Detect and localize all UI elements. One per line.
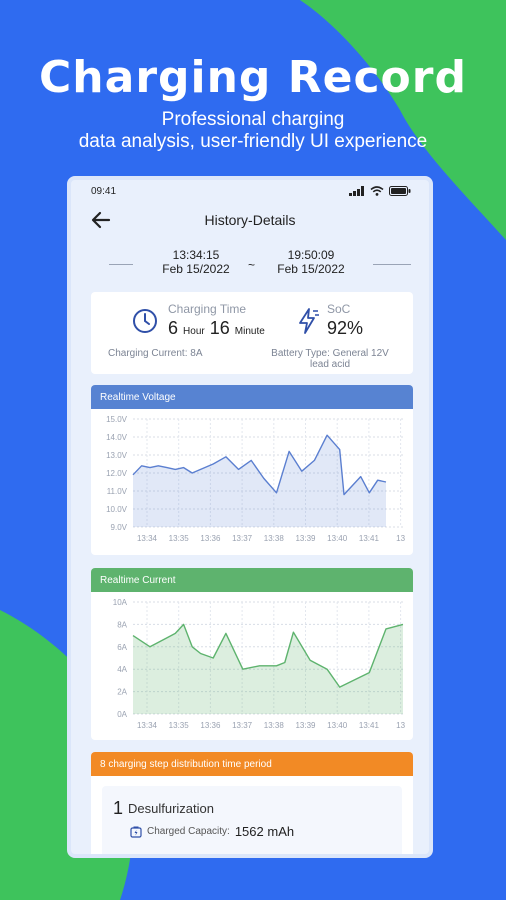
y-tick-label: 10A [113,598,128,607]
end-time-value: 19:50:09 [287,248,335,262]
series-line [132,434,387,496]
x-tick-label: 13:41 [359,721,380,730]
battery-icon [389,186,411,196]
charging-time-value: 6 Hour 16 Minute [168,318,265,339]
hours-value: 6 [168,318,179,338]
battery-type-line2: lead acid [309,359,351,370]
minutes-unit: Minute [234,326,265,337]
x-tick-label: 13:35 [169,534,190,543]
y-tick-label: 10.0V [106,505,128,514]
promo-subtitle-line1: Professional charging [161,109,345,130]
lightning-icon [299,308,319,334]
y-tick-label: 6A [117,643,127,652]
x-tick-label: 13:36 [200,721,221,730]
step-distribution-title: 8 charging step distribution time period [91,752,413,776]
charged-capacity-row: Charged Capacity: 1562 mAh [130,824,294,839]
page-title: History-Details [204,212,296,228]
hours-unit: Hour [183,326,205,337]
battery-type: Battery Type: General 12V lead acid [255,348,405,370]
charging-current: Charging Current: 8A [108,348,203,359]
y-tick-label: 14.0V [106,433,128,442]
end-date-value: Feb 15/2022 [277,262,345,276]
summary-card: Charging Time 6 Hour 16 Minute SoC 92% C… [91,292,413,374]
step-number: 1 [113,798,124,818]
time-separator: ~ [248,258,256,272]
start-time-value: 13:34:15 [172,248,220,262]
current-chart-card: Realtime Current 10A 8A 6A 4A 2A 0A 13:34 13:35… [91,568,413,740]
voltage-chart-title: Realtime Voltage [91,385,413,409]
y-tick-label: 11.0V [107,487,128,496]
x-tick-label: 13 [396,721,405,730]
status-icons [349,186,411,196]
promo-title: Charging Record [39,52,467,103]
clock-icon [133,309,157,333]
start-date-value: Feb 15/2022 [162,262,230,276]
series-line [132,623,404,688]
x-tick-label: 13:37 [232,534,253,543]
soc-label: SoC [327,302,351,316]
end-time: 19:50:09 Feb 15/2022 [266,248,356,276]
divider [373,264,411,265]
current-chart-title: Realtime Current [91,568,413,592]
x-tick-label: 13:40 [327,721,348,730]
divider [109,264,133,265]
x-tick-label: 13:38 [264,721,285,730]
series-area [133,435,386,527]
y-tick-label: 12.0V [106,469,128,478]
status-time: 09:41 [91,185,117,197]
charging-time-label: Charging Time [168,302,247,316]
y-tick-label: 0A [117,710,127,719]
current-chart: 10A 8A 6A 4A 2A 0A 13:34 13:35 13:36 13:37 13:38 13… [113,598,406,730]
series-area [133,624,403,714]
y-tick-label: 15.0V [106,415,128,424]
nav-bar: History-Details [71,202,429,238]
voltage-chart-card: Realtime Voltage 15.0V 14.0V 13.0V 12.0V 11.… [91,385,413,555]
y-tick-label: 9.0V [111,523,128,532]
x-tick-label: 13 [396,534,405,543]
y-tick-label: 8A [117,620,127,629]
voltage-chart: 15.0V 14.0V 13.0V 12.0V 11.0V 10.0V 9.0V 13:34 1… [106,415,406,543]
x-tick-label: 13:40 [327,534,348,543]
x-tick-label: 13:38 [264,534,285,543]
step-distribution-card: 8 charging step distribution time period… [91,752,413,854]
x-tick-label: 13:41 [359,534,380,543]
start-time: 13:34:15 Feb 15/2022 [151,248,241,276]
x-tick-label: 13:36 [200,534,221,543]
battery-type-line1: Battery Type: General 12V [271,348,389,359]
minutes-value: 16 [209,318,230,338]
x-tick-label: 13:39 [295,534,316,543]
wifi-icon [370,186,384,196]
charged-capacity-label: Charged Capacity: [147,826,230,837]
y-tick-label: 13.0V [106,451,128,460]
capacity-icon [130,826,142,838]
status-bar: 09:41 [71,180,429,202]
x-tick-label: 13:34 [137,534,158,543]
soc-value: 92% [327,318,364,338]
charged-capacity-value: 1562 mAh [234,824,295,839]
promo-subtitle-line2: data analysis, user-friendly UI experien… [78,131,428,152]
signal-icon [349,186,364,196]
step-item[interactable]: 1 Desulfurization Charged Capacity: 1562… [102,786,402,854]
x-tick-label: 13:34 [137,721,158,730]
y-tick-label: 2A [117,688,127,697]
phone-mockup: 09:41 History-Details 13: [67,176,433,858]
x-tick-label: 13:37 [232,721,253,730]
arrow-left-icon[interactable] [89,208,113,232]
step-name: Desulfurization [128,801,214,816]
time-range: 13:34:15 Feb 15/2022 ~ 19:50:09 Feb 15/2… [71,238,429,290]
y-tick-label: 4A [117,665,127,674]
x-tick-label: 13:39 [295,721,316,730]
x-tick-label: 13:35 [169,721,190,730]
